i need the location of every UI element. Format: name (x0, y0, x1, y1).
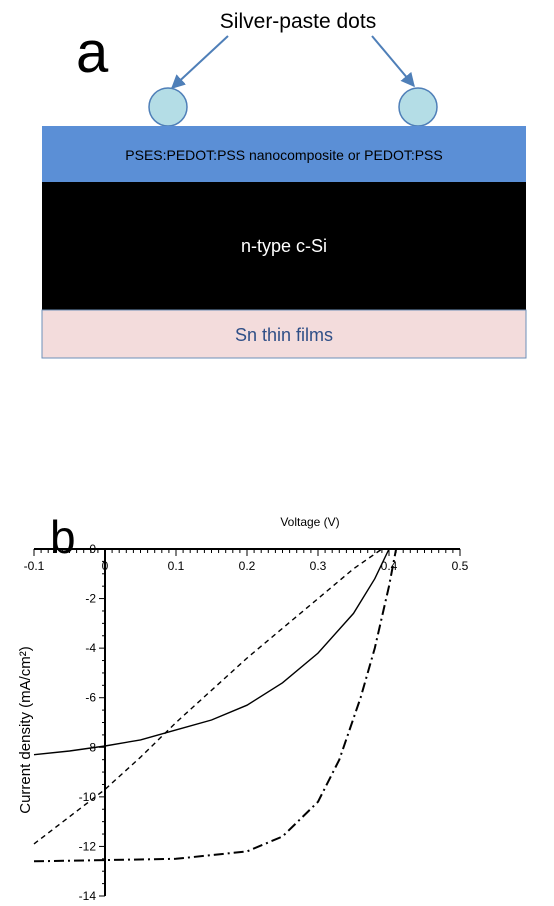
x-axis-title: Voltage (V) (280, 515, 339, 529)
middle-layer-label: n-type c-Si (241, 236, 327, 256)
x-tick-label: 0.3 (310, 559, 327, 573)
middle-layer (42, 182, 526, 310)
y-axis-title: Current density (mA/cm²) (17, 646, 34, 814)
x-tick-label: 0.5 (452, 559, 469, 573)
y-tick-label: -4 (85, 641, 96, 655)
y-tick-label: -6 (85, 691, 96, 705)
jv-chart: b Voltage (V) Current density (mA/cm²) -… (17, 511, 469, 903)
y-tick-label: -12 (79, 839, 97, 853)
y-tick-label: 0 (89, 542, 96, 556)
callout-arrow-right (371, 35, 415, 88)
bottom-layer-label: Sn thin films (235, 325, 333, 345)
x-tick-label: 0 (102, 559, 109, 573)
y-tick-label: -10 (79, 790, 97, 804)
panel-a-label: a (76, 20, 109, 85)
x-tick-label: -0.1 (24, 559, 45, 573)
callout-arrow-left (170, 35, 229, 89)
series-line-2 (33, 548, 398, 863)
y-tick-label: -8 (85, 740, 96, 754)
x-tick-label: 0.1 (168, 559, 185, 573)
x-tick-label: 0.4 (381, 559, 398, 573)
series-line-3 (33, 548, 383, 845)
y-tick-label: -14 (79, 889, 97, 903)
panel-b-label: b (50, 511, 76, 563)
y-tick-label: -2 (85, 592, 96, 606)
device-schematic: a Silver-paste dots PSES:PEDOT:PSS nanoc… (41, 10, 527, 359)
top-layer-label: PSES:PEDOT:PSS nanocomposite or PEDOT:PS… (125, 147, 442, 163)
bottom-layer (41, 309, 527, 359)
top-layer (42, 126, 526, 182)
series-line-1 (33, 548, 390, 756)
silver-paste-callout: Silver-paste dots (220, 10, 376, 33)
silver-paste-dot-left (148, 87, 188, 127)
x-tick-label: 0.2 (239, 559, 256, 573)
silver-paste-dot-right (398, 87, 438, 127)
